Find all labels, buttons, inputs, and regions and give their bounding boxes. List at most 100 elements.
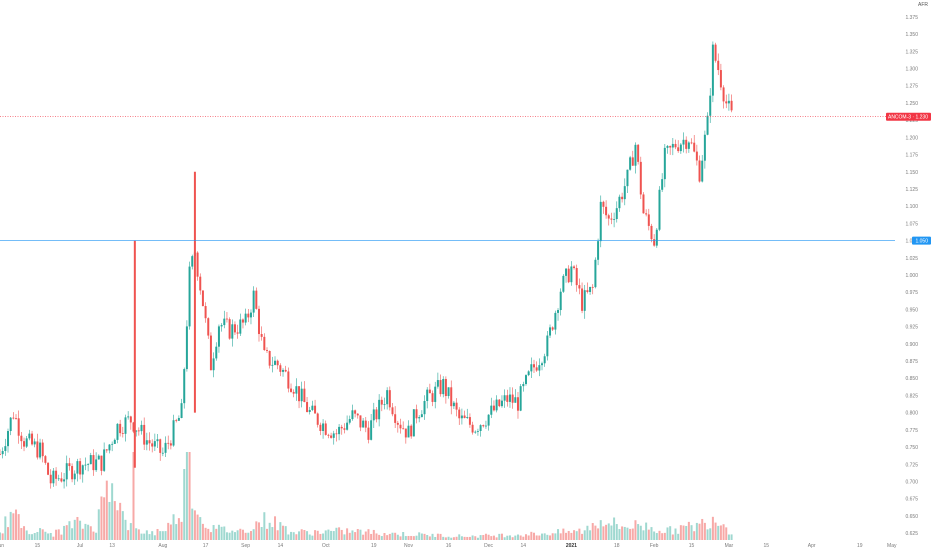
candle-body[interactable] (626, 169, 629, 187)
candle-body[interactable] (567, 268, 570, 283)
candle-body[interactable] (207, 318, 210, 336)
candle-body[interactable] (466, 417, 469, 418)
candle-body[interactable] (639, 161, 642, 195)
candle-body[interactable] (423, 401, 426, 415)
candle-body[interactable] (65, 463, 68, 480)
candle-body[interactable] (621, 196, 624, 200)
candle-body[interactable] (410, 425, 413, 437)
candle-body[interactable] (266, 350, 268, 351)
candle-body[interactable] (196, 252, 199, 277)
candle-body[interactable] (292, 391, 295, 394)
candle-body[interactable] (271, 364, 274, 366)
candle-body[interactable] (573, 266, 576, 269)
candle-body[interactable] (682, 139, 685, 145)
candle-body[interactable] (372, 409, 375, 421)
candle-body[interactable] (71, 466, 74, 480)
candle-body[interactable] (116, 423, 119, 440)
candle-body[interactable] (725, 101, 728, 104)
candle-body[interactable] (597, 241, 600, 260)
candle-body[interactable] (695, 151, 698, 161)
candle-body[interactable] (17, 418, 20, 436)
candle-body[interactable] (23, 441, 26, 447)
candle-body[interactable] (284, 369, 287, 372)
candle-body[interactable] (559, 291, 562, 311)
candle-body[interactable] (458, 409, 461, 419)
candle-body[interactable] (199, 276, 202, 291)
candle-body[interactable] (589, 286, 592, 292)
candle-body[interactable] (693, 142, 696, 152)
candle-body[interactable] (231, 324, 234, 339)
price-lines[interactable] (0, 116, 895, 241)
candle-body[interactable] (143, 424, 146, 445)
candle-body[interactable] (1, 450, 4, 455)
candle-body[interactable] (290, 388, 293, 392)
candle-body[interactable] (634, 144, 637, 166)
candle-body[interactable] (0, 453, 1, 455)
candle-body[interactable] (522, 384, 525, 387)
candle-body[interactable] (586, 290, 589, 292)
candle-body[interactable] (322, 423, 325, 431)
candle-body[interactable] (645, 213, 648, 215)
y-axis[interactable]: 1.375 1.350 1.325 1.300 1.275 1.250 1.225 1.200… (905, 15, 918, 537)
candle-body[interactable] (690, 142, 693, 144)
candle-body[interactable] (717, 60, 720, 71)
candle-body[interactable] (388, 390, 391, 408)
candle-body[interactable] (9, 417, 12, 432)
candle-body[interactable] (191, 256, 194, 267)
candle-body[interactable] (378, 399, 381, 420)
candle-body[interactable] (201, 290, 204, 307)
candle-body[interactable] (4, 446, 7, 451)
candle-body[interactable] (602, 201, 605, 207)
candle-body[interactable] (233, 324, 236, 333)
candle-body[interactable] (655, 229, 658, 246)
candle-body[interactable] (516, 397, 519, 411)
candle-body[interactable] (394, 414, 397, 423)
candle-body[interactable] (594, 259, 597, 288)
candle-body[interactable] (396, 422, 399, 425)
candle-body[interactable] (399, 424, 402, 429)
candle-body[interactable] (570, 266, 573, 283)
candle-body[interactable] (551, 327, 554, 330)
candle-body[interactable] (671, 143, 674, 148)
candle-body[interactable] (140, 424, 143, 432)
candle-body[interactable] (52, 470, 55, 484)
candle-body[interactable] (7, 431, 10, 447)
candle-body[interactable] (212, 358, 215, 371)
candle-body[interactable] (332, 433, 335, 438)
candle-body[interactable] (535, 367, 538, 371)
candle-body[interactable] (113, 439, 116, 444)
candle-body[interactable] (15, 418, 18, 419)
candle-body[interactable] (239, 319, 242, 334)
candle-body[interactable] (719, 70, 722, 88)
candle-body[interactable] (215, 346, 218, 359)
candle-body[interactable] (84, 464, 87, 466)
candle-body[interactable] (498, 399, 501, 407)
candle-body[interactable] (225, 318, 228, 320)
candle-body[interactable] (145, 440, 148, 445)
candle-body[interactable] (538, 365, 541, 371)
candle-body[interactable] (100, 455, 103, 471)
candle-body[interactable] (319, 424, 322, 431)
candle-body[interactable] (314, 405, 317, 414)
candle-body[interactable] (121, 433, 124, 434)
candle-body[interactable] (343, 428, 346, 430)
candle-body[interactable] (255, 290, 258, 309)
candle-body[interactable] (543, 356, 546, 364)
candle-body[interactable] (426, 389, 429, 402)
candle-body[interactable] (33, 441, 36, 445)
candle-body[interactable] (119, 423, 122, 434)
candle-body[interactable] (730, 100, 733, 111)
candles[interactable] (0, 41, 733, 489)
candle-body[interactable] (148, 440, 151, 444)
candle-body[interactable] (677, 147, 680, 152)
candle-body[interactable] (607, 215, 610, 219)
candle-body[interactable] (356, 413, 359, 416)
candle-body[interactable] (431, 393, 434, 402)
candle-body[interactable] (583, 290, 586, 311)
candle-body[interactable] (613, 219, 616, 220)
candle-body[interactable] (452, 402, 455, 407)
candle-body[interactable] (156, 439, 159, 442)
spike-candle[interactable] (193, 171, 196, 413)
candle-body[interactable] (450, 387, 453, 407)
